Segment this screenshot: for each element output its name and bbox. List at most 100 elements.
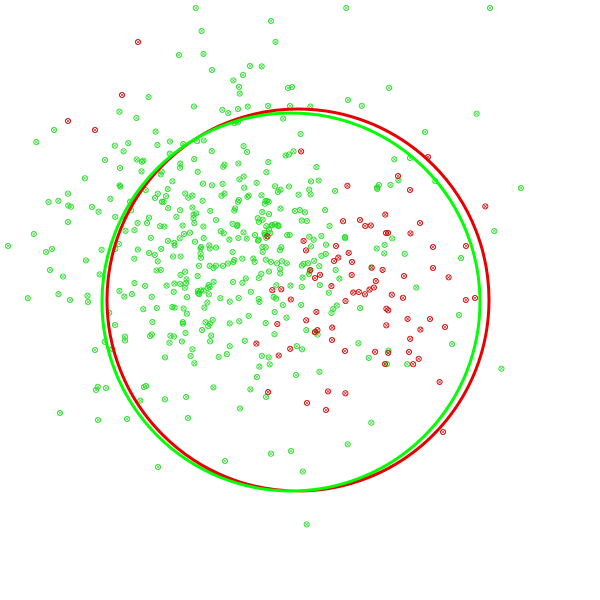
red-point (407, 230, 414, 237)
green-point (180, 305, 187, 312)
green-point (204, 284, 211, 292)
green-point (212, 262, 219, 269)
green-point (46, 266, 54, 274)
green-point (273, 282, 280, 289)
green-point (111, 321, 119, 329)
green-point (157, 171, 164, 178)
green-point (265, 354, 272, 361)
green-point (191, 156, 198, 163)
red-point (300, 237, 307, 244)
red-point (332, 242, 340, 250)
green-point (4, 242, 12, 250)
green-point (296, 207, 303, 214)
green-point (258, 352, 265, 359)
red-point (404, 315, 411, 322)
red-point (379, 266, 386, 273)
green-point (166, 339, 173, 346)
green-point (98, 246, 105, 253)
green-point (383, 361, 390, 368)
green-point (206, 242, 213, 249)
red-point (439, 428, 447, 436)
green-point (401, 250, 408, 257)
red-point (415, 355, 422, 362)
green-point (102, 384, 110, 392)
green-point (307, 191, 314, 198)
green-point (175, 51, 183, 59)
green-point (306, 233, 313, 240)
red-point (429, 264, 437, 272)
green-point (283, 314, 290, 321)
green-point (125, 140, 132, 147)
green-point (279, 301, 286, 309)
green-point (316, 282, 323, 289)
red-point (367, 222, 374, 229)
green-point (64, 218, 72, 226)
green-point (234, 105, 242, 113)
green-point (355, 340, 362, 347)
green-point (293, 343, 300, 350)
red-point (345, 249, 352, 256)
green-point (179, 222, 186, 229)
red-point (324, 388, 332, 395)
green-point (265, 102, 272, 109)
green-point (332, 266, 339, 274)
green-point (224, 260, 231, 267)
green-point (190, 103, 197, 110)
green-point (232, 205, 239, 212)
green-point (333, 302, 340, 309)
green-point (184, 414, 192, 422)
green-point (138, 158, 145, 165)
green-point (173, 213, 180, 220)
red-point (311, 274, 319, 282)
green-point (259, 209, 266, 216)
circles-layer (100, 107, 491, 493)
green-point (217, 295, 224, 302)
green-point (307, 243, 315, 250)
green-point (272, 183, 279, 190)
green-point (112, 213, 119, 220)
green-point (179, 320, 187, 327)
green-point (251, 258, 258, 265)
green-point (300, 260, 307, 267)
red-point (355, 288, 362, 296)
green-point (287, 447, 295, 455)
green-point (55, 291, 62, 298)
green-point (212, 216, 220, 224)
green-point (241, 337, 248, 344)
red-point (445, 274, 452, 281)
red-point (91, 126, 99, 134)
red-point (134, 38, 142, 46)
green-point (143, 219, 151, 227)
green-point (284, 84, 292, 92)
red-point (462, 242, 470, 250)
red-point (322, 406, 330, 414)
green-point (200, 50, 207, 57)
green-point (116, 164, 124, 172)
green-point (140, 306, 147, 313)
green-point (217, 228, 224, 235)
green-point (304, 260, 312, 267)
red-point (383, 322, 390, 329)
green-fit-circle (100, 111, 482, 493)
red-point (335, 254, 342, 261)
green-point (313, 164, 320, 171)
green-point (322, 207, 329, 214)
green-point (280, 115, 287, 122)
green-point (116, 108, 123, 115)
green-point (56, 409, 64, 417)
green-point (322, 250, 329, 257)
red-point (278, 286, 285, 293)
red-point (436, 378, 443, 386)
green-point (189, 204, 196, 211)
green-point (163, 193, 170, 200)
green-point (498, 365, 505, 372)
green-point (165, 205, 172, 212)
green-point (219, 180, 226, 187)
red-point (471, 294, 479, 302)
green-point (84, 292, 91, 299)
green-point (146, 250, 153, 257)
green-point (226, 343, 233, 350)
red-point (118, 91, 126, 99)
green-point (197, 245, 204, 252)
